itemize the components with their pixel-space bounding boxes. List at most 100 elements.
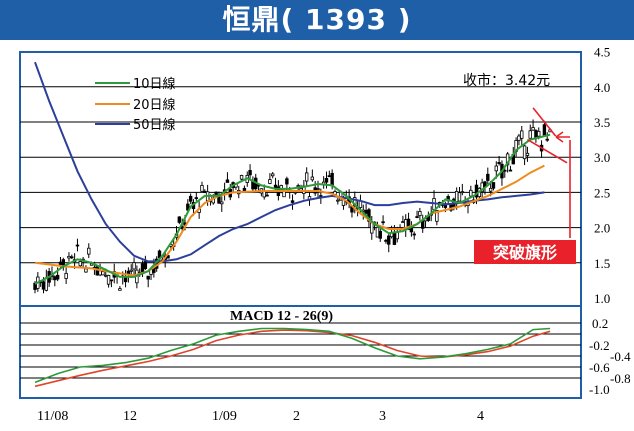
- candle: [336, 197, 340, 205]
- candle: [415, 210, 419, 219]
- macd-lines: [34, 327, 551, 388]
- candle: [531, 119, 535, 131]
- candle: [200, 181, 204, 192]
- x-tick-label: 3: [379, 409, 386, 424]
- candlestick-series: [33, 119, 552, 294]
- candle: [469, 185, 473, 199]
- x-tick-label: 4: [477, 409, 484, 424]
- x-tick-label: 11/08: [37, 409, 68, 424]
- macd-signal-line: [34, 329, 551, 388]
- candle: [217, 191, 221, 204]
- candle: [67, 252, 71, 262]
- candle: [508, 165, 513, 172]
- candle: [123, 269, 128, 288]
- candle: [324, 171, 329, 189]
- candle: [53, 275, 57, 287]
- macd-tick-label: -1.0: [589, 382, 610, 397]
- candle: [259, 188, 264, 197]
- breakout-label: 突破旗形: [493, 243, 557, 262]
- ma10-line: [34, 133, 551, 285]
- candle: [268, 173, 272, 185]
- candle: [177, 216, 182, 225]
- candle: [486, 167, 490, 185]
- candle: [143, 255, 148, 271]
- candle: [418, 207, 422, 221]
- macd-tick-label: -0.8: [610, 371, 631, 386]
- candle: [271, 171, 275, 179]
- x-tick-label: 1/09: [212, 409, 237, 424]
- candle: [239, 174, 244, 181]
- legend-ma20: 20日線: [133, 97, 176, 113]
- price-tick-label: 3.5: [594, 115, 610, 130]
- price-tick-label: 2.5: [594, 185, 610, 200]
- x-tick-label: 2: [293, 409, 300, 424]
- candle: [61, 257, 65, 271]
- flag-boundary-1: [527, 138, 568, 164]
- macd-panel-frame: [19, 305, 582, 399]
- candle: [387, 234, 391, 253]
- chart-title: 恒鼎( 1393 ): [222, 3, 412, 36]
- macd-tick-label: -0.4: [610, 349, 631, 364]
- macd-gridlines: [20, 322, 581, 379]
- candle: [118, 286, 122, 291]
- macd-label: MACD 12 - 26(9): [230, 309, 333, 324]
- candle: [522, 143, 527, 166]
- candle: [248, 164, 252, 179]
- legend: 10日線 20日線 50日線: [95, 76, 176, 133]
- price-arrow: [555, 131, 570, 143]
- candle: [225, 172, 230, 183]
- ma50-line: [34, 61, 545, 263]
- moving-average-lines: [34, 61, 551, 285]
- price-axis-labels: 1.0 1.5 2.0 2.5 3.0 3.5 4.0 4.5: [594, 45, 610, 306]
- candle: [203, 189, 207, 194]
- title-banner: [0, 0, 634, 40]
- price-tick-label: 1.0: [594, 291, 610, 306]
- candle: [146, 275, 150, 288]
- candle: [251, 176, 255, 193]
- candle: [542, 120, 547, 137]
- candle: [302, 179, 306, 200]
- candle: [528, 124, 532, 141]
- price-tick-label: 3.0: [594, 150, 610, 165]
- candle: [44, 269, 49, 292]
- candle: [381, 215, 385, 226]
- candle: [517, 133, 521, 146]
- candle: [64, 267, 68, 284]
- candle: [75, 238, 80, 252]
- macd-tick-label: -0.6: [589, 360, 610, 375]
- macd-tick-label: 0.2: [592, 316, 608, 331]
- candle: [106, 274, 111, 288]
- candle: [457, 186, 462, 202]
- candle: [310, 169, 315, 182]
- ma20-line: [34, 164, 545, 277]
- candle: [109, 279, 114, 288]
- candle: [460, 183, 465, 196]
- candle: [132, 257, 136, 276]
- candle: [214, 191, 218, 195]
- candle: [545, 132, 549, 142]
- candle: [87, 243, 91, 259]
- candle: [409, 221, 414, 237]
- candle: [497, 155, 501, 166]
- price-tick-label: 2.0: [594, 221, 610, 236]
- candle: [421, 214, 425, 233]
- candle: [304, 167, 309, 188]
- candle: [282, 188, 286, 198]
- candle: [384, 238, 388, 244]
- candle: [432, 190, 436, 212]
- candle: [194, 192, 199, 201]
- legend-ma50: 50日線: [133, 117, 176, 133]
- macd-main-line: [34, 327, 551, 384]
- candle: [378, 228, 382, 242]
- candle: [220, 196, 224, 212]
- candle: [188, 193, 193, 205]
- candle: [520, 126, 524, 146]
- candle: [327, 170, 332, 178]
- price-tick-label: 1.5: [594, 256, 610, 271]
- candle: [404, 214, 408, 237]
- macd-tick-label: -0.2: [589, 338, 610, 353]
- price-gridlines: [20, 86, 581, 264]
- candle: [313, 181, 317, 196]
- candle: [290, 194, 295, 210]
